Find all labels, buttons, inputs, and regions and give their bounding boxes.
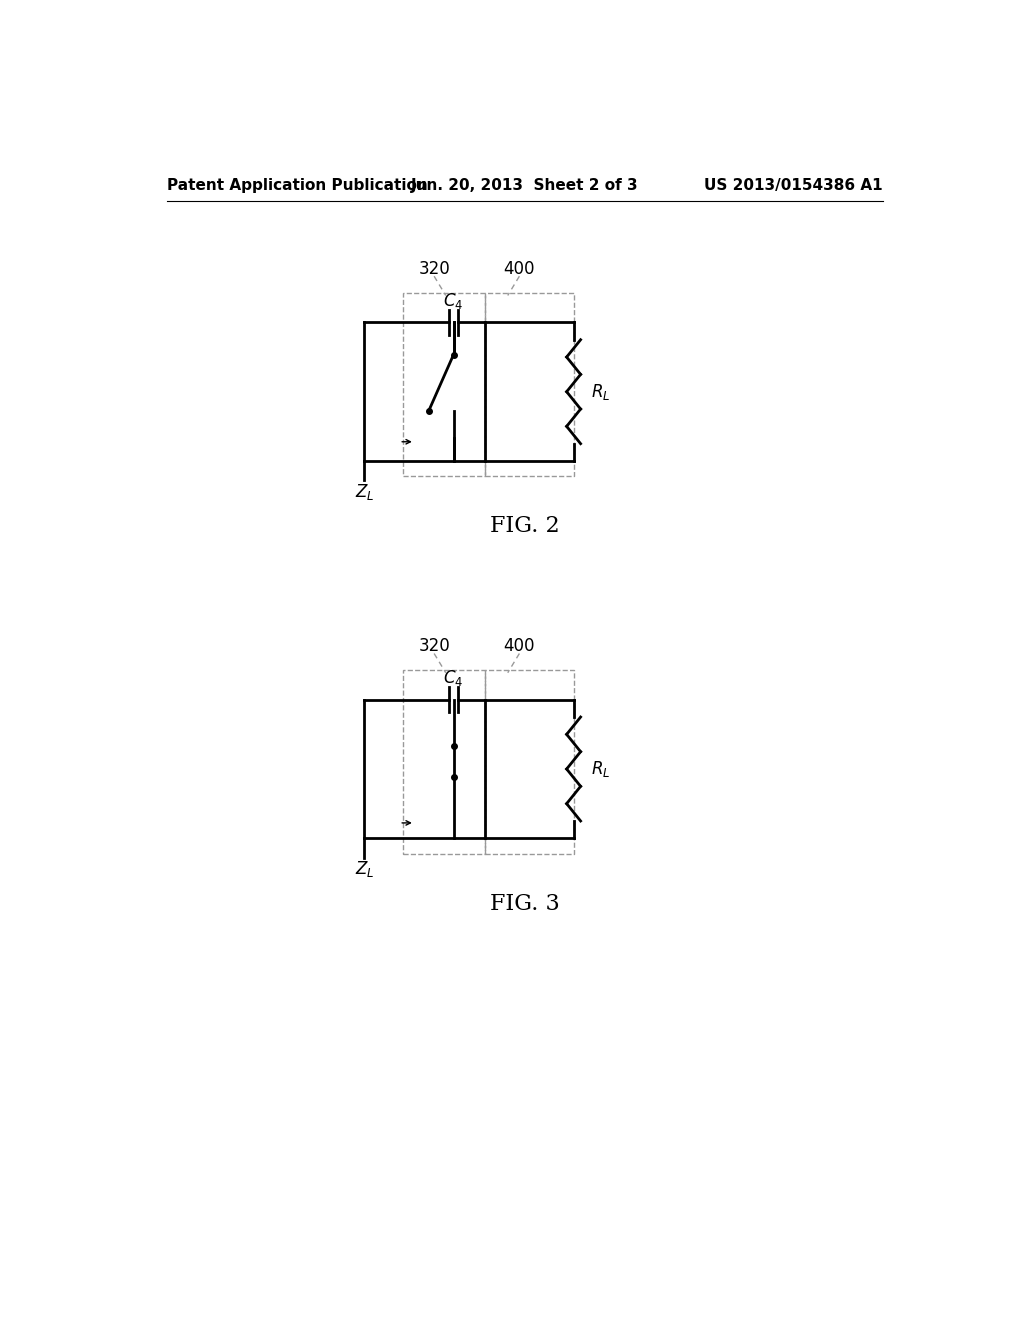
Text: Jun. 20, 2013  Sheet 2 of 3: Jun. 20, 2013 Sheet 2 of 3	[411, 178, 639, 193]
Text: Patent Application Publication: Patent Application Publication	[167, 178, 427, 193]
Text: 400: 400	[504, 636, 536, 655]
Bar	[403, 293, 484, 477]
Text: 400: 400	[504, 260, 536, 277]
Text: $R_L$: $R_L$	[591, 759, 610, 779]
Text: $Z_L$: $Z_L$	[354, 859, 374, 879]
Bar	[484, 293, 573, 477]
Bar	[403, 671, 484, 854]
Text: US 2013/0154386 A1: US 2013/0154386 A1	[705, 178, 883, 193]
Text: FIG. 2: FIG. 2	[490, 516, 559, 537]
Text: $Z_L$: $Z_L$	[354, 482, 374, 502]
Text: $C_4$: $C_4$	[443, 290, 464, 310]
Text: $R_L$: $R_L$	[591, 381, 610, 401]
Bar	[484, 671, 573, 854]
Text: FIG. 3: FIG. 3	[489, 892, 560, 915]
Text: 320: 320	[418, 260, 450, 277]
Text: 320: 320	[418, 636, 450, 655]
Text: $C_4$: $C_4$	[443, 668, 464, 688]
